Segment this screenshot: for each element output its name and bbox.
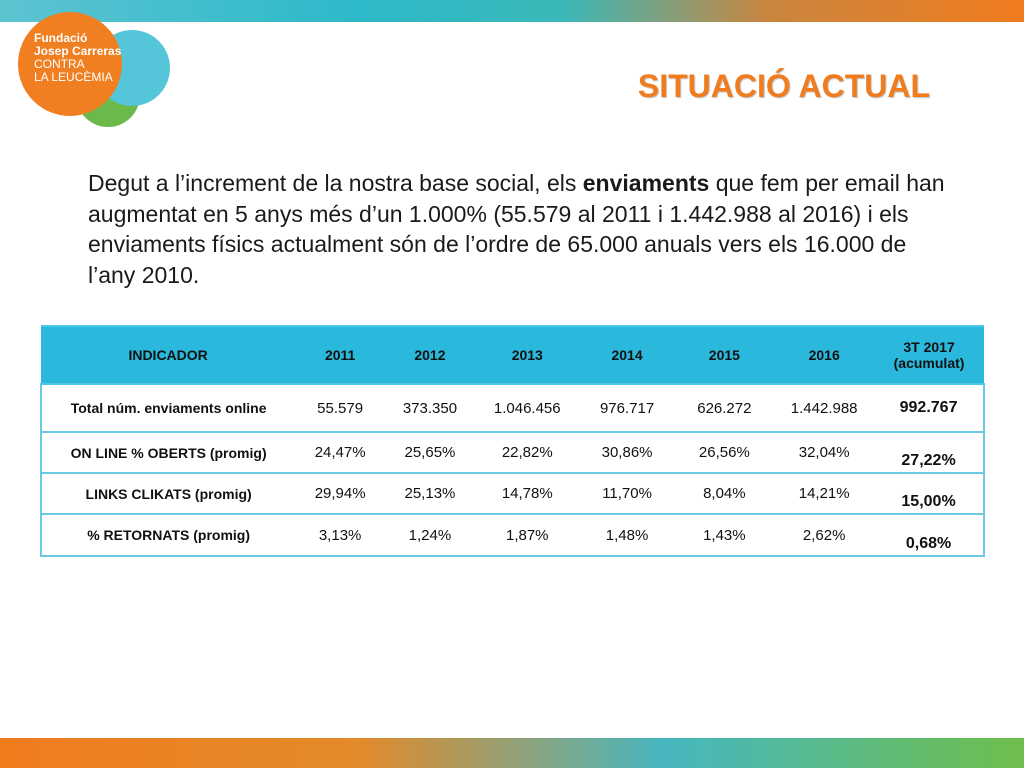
table-cell: 3,13% (295, 514, 386, 557)
table-cell: 25,65% (385, 432, 475, 474)
table-row: LINKS CLIKATS (promig) 29,94% 25,13% 14,… (39, 473, 985, 515)
header-3t-2017-line1: 3T 2017 (903, 339, 955, 355)
header-2013: 2013 (474, 325, 580, 385)
intro-text-bold: enviaments (582, 170, 710, 196)
table-cell: 30,86% (579, 432, 675, 474)
table-cell: 1.046.456 (474, 384, 580, 433)
table-cell: 373.350 (385, 384, 475, 433)
table-cell: 26,56% (674, 432, 775, 474)
table-row: Total núm. enviaments online 55.579 373.… (39, 384, 985, 433)
logo-text: Fundació Josep Carreras CONTRA LA LEUCÈM… (34, 32, 164, 84)
indicators-table: INDICADOR 2011 2012 2013 2014 2015 2016 … (39, 325, 985, 557)
intro-text-after: que fem per email han augmentat en 5 any… (88, 170, 945, 288)
table-row: % RETORNATS (promig) 3,13% 1,24% 1,87% 1… (39, 514, 985, 557)
table-row: ON LINE % OBERTS (promig) 24,47% 25,65% … (39, 432, 985, 474)
table-cell: 14,78% (474, 473, 580, 515)
table-cell: % RETORNATS (promig) (39, 514, 296, 557)
table-cell: 0,68% (874, 514, 985, 557)
table-cell: 25,13% (385, 473, 475, 515)
table-cell: 22,82% (474, 432, 580, 474)
table-cell: 992.767 (874, 384, 985, 433)
table-cell: 1,48% (579, 514, 675, 557)
table-cell: 14,21% (774, 473, 875, 515)
header-2016: 2016 (774, 325, 875, 385)
header-indicator: INDICADOR (41, 325, 296, 385)
table-cell: 1,24% (385, 514, 475, 557)
table-cell: 1,43% (674, 514, 775, 557)
table-header-row: INDICADOR 2011 2012 2013 2014 2015 2016 … (41, 325, 984, 385)
logo-line-2: Josep Carreras (34, 44, 122, 58)
table-cell: 976.717 (579, 384, 675, 433)
intro-paragraph: Degut a l’increment de la nostra base so… (88, 168, 948, 290)
header-2015: 2015 (674, 325, 775, 385)
table-cell: 626.272 (674, 384, 775, 433)
table-cell: 29,94% (295, 473, 386, 515)
table-cell: 2,62% (774, 514, 875, 557)
logo-line-4: LA LEUCÈMIA (34, 70, 113, 84)
table-cell: 24,47% (295, 432, 386, 474)
table-cell: 15,00% (874, 473, 985, 515)
table-cell: 11,70% (579, 473, 675, 515)
header-2014: 2014 (579, 325, 675, 385)
table-cell: Total núm. enviaments online (39, 384, 296, 433)
logo-orange-circle (18, 12, 122, 116)
header-2012: 2012 (385, 325, 475, 385)
header-3t-2017-line2: (acumulat) (893, 355, 965, 371)
table-cell: 27,22% (874, 432, 985, 474)
bottom-gradient-bar (0, 738, 1024, 768)
table-cell: 32,04% (774, 432, 875, 474)
page-title: SITUACIÓ ACTUAL (637, 68, 930, 104)
table-cell: LINKS CLIKATS (promig) (39, 473, 296, 515)
table-cell: 1.442.988 (774, 384, 875, 433)
table-cell: 1,87% (474, 514, 580, 557)
top-gradient-bar (0, 0, 1024, 22)
table-cell: 55.579 (295, 384, 386, 433)
header-2011: 2011 (295, 325, 386, 385)
logo-line-1: Fundació (34, 31, 88, 45)
header-3t-2017: 3T 2017 (acumulat) (874, 325, 984, 385)
table-cell: ON LINE % OBERTS (promig) (39, 432, 296, 474)
table-cell: 8,04% (674, 473, 775, 515)
logo-line-3: CONTRA (34, 57, 85, 71)
intro-text-before: Degut a l’increment de la nostra base so… (88, 170, 583, 196)
foundation-logo: Fundació Josep Carreras CONTRA LA LEUCÈM… (14, 8, 170, 127)
